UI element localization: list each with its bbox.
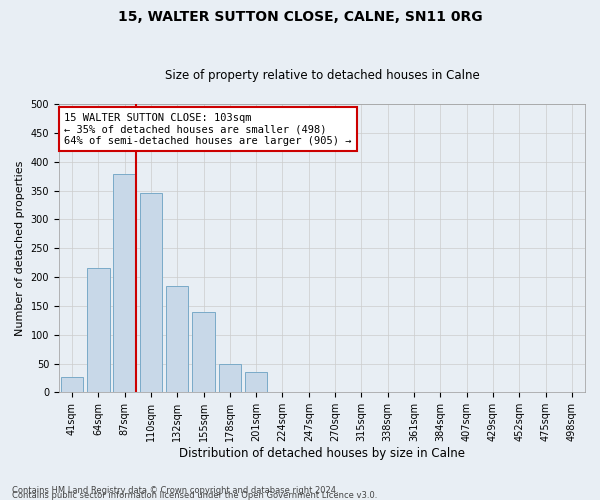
Text: Contains HM Land Registry data © Crown copyright and database right 2024.: Contains HM Land Registry data © Crown c… bbox=[12, 486, 338, 495]
Bar bbox=[61, 377, 83, 392]
Bar bbox=[166, 286, 188, 393]
X-axis label: Distribution of detached houses by size in Calne: Distribution of detached houses by size … bbox=[179, 447, 465, 460]
Bar bbox=[193, 312, 215, 392]
Text: Contains public sector information licensed under the Open Government Licence v3: Contains public sector information licen… bbox=[12, 491, 377, 500]
Bar bbox=[113, 174, 136, 392]
Bar bbox=[140, 194, 162, 392]
Bar bbox=[245, 372, 268, 392]
Bar bbox=[87, 268, 110, 392]
Text: 15, WALTER SUTTON CLOSE, CALNE, SN11 0RG: 15, WALTER SUTTON CLOSE, CALNE, SN11 0RG bbox=[118, 10, 482, 24]
Bar bbox=[219, 364, 241, 392]
Y-axis label: Number of detached properties: Number of detached properties bbox=[15, 160, 25, 336]
Text: 15 WALTER SUTTON CLOSE: 103sqm
← 35% of detached houses are smaller (498)
64% of: 15 WALTER SUTTON CLOSE: 103sqm ← 35% of … bbox=[64, 112, 352, 146]
Title: Size of property relative to detached houses in Calne: Size of property relative to detached ho… bbox=[164, 69, 479, 82]
